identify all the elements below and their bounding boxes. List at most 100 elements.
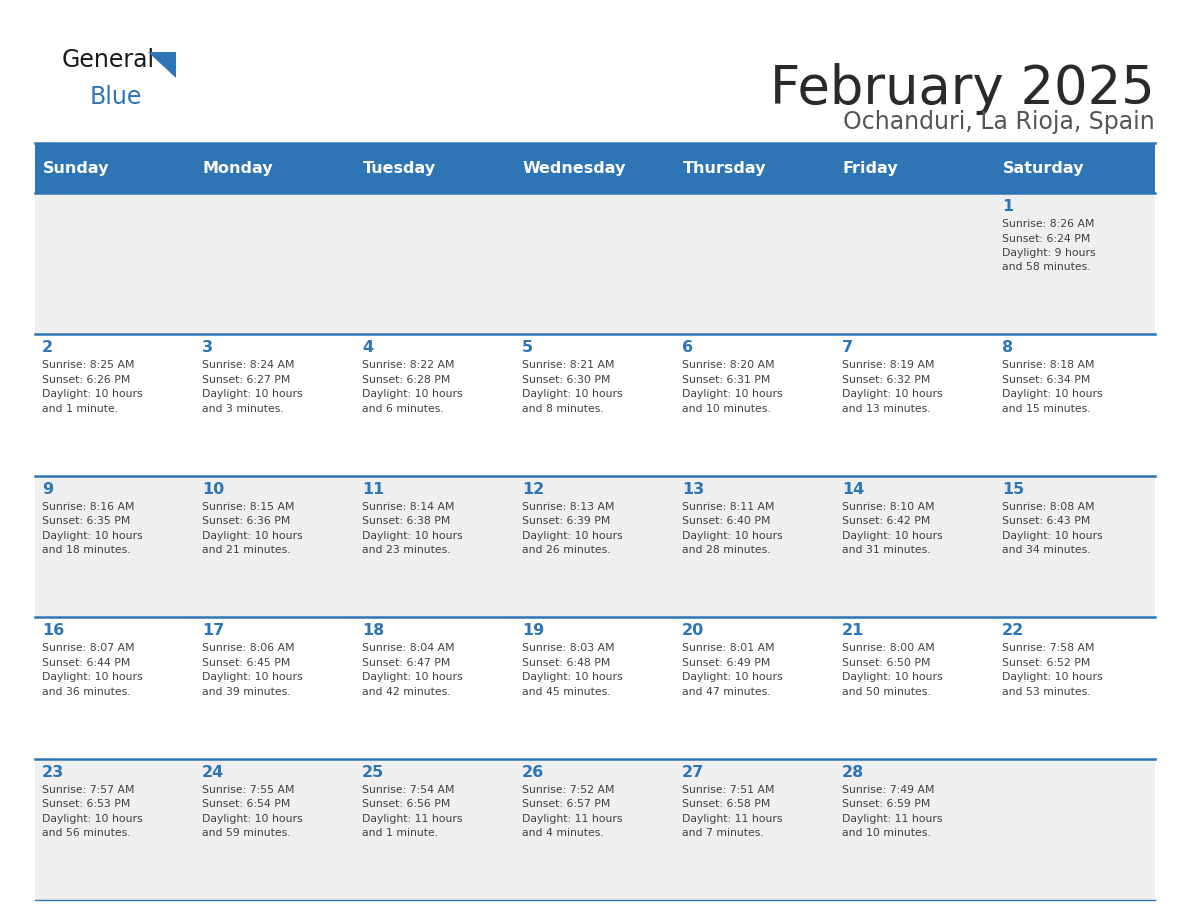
Text: Sunset: 6:45 PM: Sunset: 6:45 PM [202,657,290,667]
Text: Sunrise: 8:10 AM: Sunrise: 8:10 AM [842,502,935,512]
Text: Saturday: Saturday [1003,161,1085,175]
Text: General: General [62,48,156,72]
Text: Sunrise: 7:54 AM: Sunrise: 7:54 AM [362,785,455,795]
Text: Daylight: 11 hours: Daylight: 11 hours [362,813,462,823]
Text: and 53 minutes.: and 53 minutes. [1001,687,1091,697]
Text: 20: 20 [682,623,704,638]
Text: 12: 12 [522,482,544,497]
Bar [675,476,835,617]
Text: Sunset: 6:50 PM: Sunset: 6:50 PM [842,657,930,667]
Text: and 56 minutes.: and 56 minutes. [42,828,131,838]
Text: and 3 minutes.: and 3 minutes. [202,404,284,414]
Text: Daylight: 10 hours: Daylight: 10 hours [202,813,303,823]
Text: Sunset: 6:42 PM: Sunset: 6:42 PM [842,516,930,526]
Bar [516,758,675,900]
Bar [355,143,516,193]
Bar [34,617,195,758]
Bar [195,617,355,758]
Bar [516,143,675,193]
Text: Sunrise: 8:08 AM: Sunrise: 8:08 AM [1001,502,1094,512]
Text: Sunrise: 7:58 AM: Sunrise: 7:58 AM [1001,644,1094,654]
Text: Sunset: 6:48 PM: Sunset: 6:48 PM [522,657,611,667]
Bar [355,476,516,617]
Bar [835,476,996,617]
Text: Blue: Blue [90,85,143,109]
Text: 13: 13 [682,482,704,497]
Text: Sunrise: 8:15 AM: Sunrise: 8:15 AM [202,502,295,512]
Text: Sunset: 6:49 PM: Sunset: 6:49 PM [682,657,770,667]
Text: Sunset: 6:38 PM: Sunset: 6:38 PM [362,516,450,526]
Text: and 13 minutes.: and 13 minutes. [842,404,930,414]
Text: Sunrise: 7:57 AM: Sunrise: 7:57 AM [42,785,134,795]
Text: Ochanduri, La Rioja, Spain: Ochanduri, La Rioja, Spain [843,110,1155,134]
Text: Sunset: 6:47 PM: Sunset: 6:47 PM [362,657,450,667]
Text: Sunrise: 8:22 AM: Sunrise: 8:22 AM [362,361,455,370]
Text: Sunset: 6:59 PM: Sunset: 6:59 PM [842,799,930,809]
Bar [516,193,675,334]
Bar [675,193,835,334]
Text: and 1 minute.: and 1 minute. [362,828,438,838]
Bar [835,143,996,193]
Text: 19: 19 [522,623,544,638]
Text: Sunset: 6:58 PM: Sunset: 6:58 PM [682,799,770,809]
Text: Sunset: 6:36 PM: Sunset: 6:36 PM [202,516,290,526]
Text: Daylight: 10 hours: Daylight: 10 hours [1001,389,1102,399]
Text: Sunrise: 8:20 AM: Sunrise: 8:20 AM [682,361,775,370]
Text: Daylight: 10 hours: Daylight: 10 hours [362,531,462,541]
Text: 16: 16 [42,623,64,638]
Text: 11: 11 [362,482,384,497]
Bar [355,334,516,476]
Text: Daylight: 10 hours: Daylight: 10 hours [682,389,783,399]
Text: Sunset: 6:26 PM: Sunset: 6:26 PM [42,375,131,385]
Text: 17: 17 [202,623,225,638]
Text: Sunrise: 7:49 AM: Sunrise: 7:49 AM [842,785,935,795]
Text: Tuesday: Tuesday [364,161,436,175]
Bar [195,193,355,334]
Text: 3: 3 [202,341,213,355]
Text: February 2025: February 2025 [770,63,1155,115]
Text: Daylight: 10 hours: Daylight: 10 hours [522,672,623,682]
Text: Daylight: 11 hours: Daylight: 11 hours [842,813,942,823]
Bar [675,758,835,900]
Text: Sunset: 6:52 PM: Sunset: 6:52 PM [1001,657,1091,667]
Text: Sunset: 6:53 PM: Sunset: 6:53 PM [42,799,131,809]
Text: 10: 10 [202,482,225,497]
Text: Sunrise: 8:26 AM: Sunrise: 8:26 AM [1001,219,1094,229]
Text: Sunset: 6:32 PM: Sunset: 6:32 PM [842,375,930,385]
Text: and 50 minutes.: and 50 minutes. [842,687,930,697]
Text: Sunset: 6:24 PM: Sunset: 6:24 PM [1001,233,1091,243]
Text: Sunrise: 8:16 AM: Sunrise: 8:16 AM [42,502,134,512]
Text: 9: 9 [42,482,53,497]
Text: 6: 6 [682,341,693,355]
Text: Daylight: 10 hours: Daylight: 10 hours [682,531,783,541]
Bar [195,758,355,900]
Text: 27: 27 [682,765,704,779]
Text: and 4 minutes.: and 4 minutes. [522,828,604,838]
Text: Wednesday: Wednesday [523,161,626,175]
Bar [516,617,675,758]
Bar [34,334,195,476]
Text: 23: 23 [42,765,64,779]
Bar [835,193,996,334]
Text: Sunset: 6:43 PM: Sunset: 6:43 PM [1001,516,1091,526]
Text: Sunrise: 8:21 AM: Sunrise: 8:21 AM [522,361,614,370]
Text: Daylight: 10 hours: Daylight: 10 hours [202,389,303,399]
Text: Daylight: 10 hours: Daylight: 10 hours [522,389,623,399]
Bar [34,476,195,617]
Text: and 10 minutes.: and 10 minutes. [682,404,771,414]
Text: Sunset: 6:31 PM: Sunset: 6:31 PM [682,375,770,385]
Text: 15: 15 [1001,482,1024,497]
Text: and 31 minutes.: and 31 minutes. [842,545,930,555]
Text: and 6 minutes.: and 6 minutes. [362,404,444,414]
Text: and 39 minutes.: and 39 minutes. [202,687,291,697]
Bar [516,334,675,476]
Text: and 45 minutes.: and 45 minutes. [522,687,611,697]
Text: Sunset: 6:40 PM: Sunset: 6:40 PM [682,516,771,526]
Bar [835,617,996,758]
Text: Sunrise: 8:25 AM: Sunrise: 8:25 AM [42,361,134,370]
Bar [675,617,835,758]
Polygon shape [148,52,176,78]
Text: Daylight: 10 hours: Daylight: 10 hours [42,389,143,399]
Text: and 42 minutes.: and 42 minutes. [362,687,450,697]
Text: Daylight: 10 hours: Daylight: 10 hours [842,672,942,682]
